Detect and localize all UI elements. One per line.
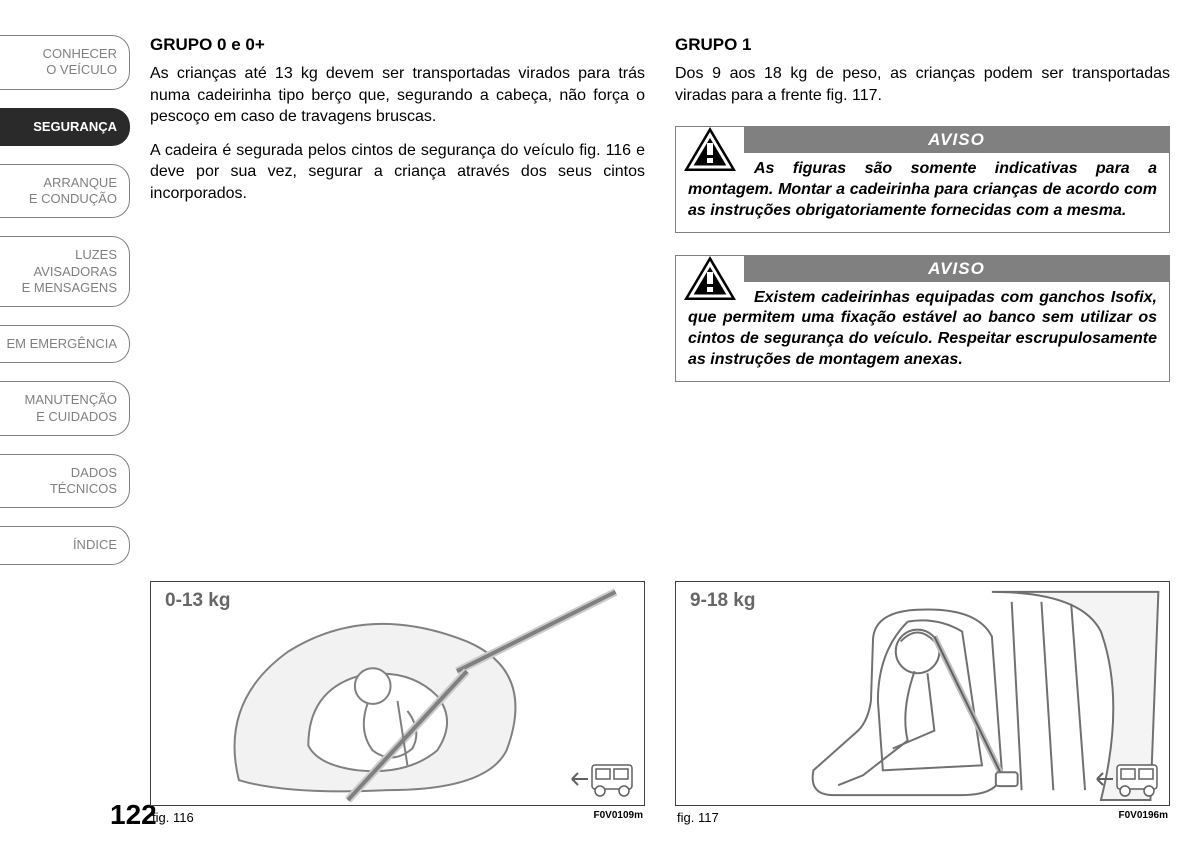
- heading-grupo1: GRUPO 1: [675, 35, 1170, 55]
- figure-caption-row: fig. 116 F0V0109m: [150, 806, 645, 825]
- tab-indice[interactable]: ÍNDICE: [0, 526, 130, 564]
- paragraph: As crianças até 13 kg devem ser transpor…: [150, 63, 645, 128]
- warning-body: As figuras são somente indicativas para …: [676, 153, 1169, 231]
- tab-label: DADOS TÉCNICOS: [50, 465, 117, 496]
- figure-117: 9-18 kg: [675, 581, 1170, 825]
- warning-triangle-icon: [682, 254, 738, 304]
- figure-code: F0V0196m: [1119, 810, 1168, 825]
- warning-text: As figuras são somente indicativas para …: [688, 159, 1157, 221]
- manual-page: CONHECERO VEÍCULO SEGURANÇA ARRANQUEE CO…: [0, 0, 1200, 845]
- column-right: GRUPO 1 Dos 9 aos 18 kg de peso, as cria…: [675, 35, 1170, 825]
- tab-label: MANUTENÇÃOE CUIDADOS: [25, 392, 117, 423]
- tab-emergencia[interactable]: EM EMERGÊNCIA: [0, 325, 130, 363]
- figure-box: 0-13 kg: [150, 581, 645, 806]
- tab-label: EM EMERGÊNCIA: [6, 336, 117, 351]
- warning-box-2: AVISO Existem cadeirinhas equipadas com …: [675, 255, 1170, 382]
- column-left: GRUPO 0 e 0+ As crianças até 13 kg devem…: [150, 35, 645, 825]
- warning-title: AVISO: [744, 256, 1169, 282]
- figure-caption: fig. 117: [677, 810, 719, 825]
- tab-label: CONHECERO VEÍCULO: [43, 46, 117, 77]
- tab-manutencao[interactable]: MANUTENÇÃOE CUIDADOS: [0, 381, 130, 436]
- warning-text: Existem cadeirinhas equipadas com gancho…: [688, 288, 1157, 371]
- tab-conhecer[interactable]: CONHECERO VEÍCULO: [0, 35, 130, 90]
- warning-title: AVISO: [744, 127, 1169, 153]
- car-direction-icon: [1093, 759, 1163, 799]
- warning-body: Existem cadeirinhas equipadas com gancho…: [676, 282, 1169, 381]
- tab-luzes[interactable]: LUZES AVISADORASE MENSAGENS: [0, 236, 130, 307]
- paragraph: A cadeira é segurada pelos cintos de seg…: [150, 140, 645, 205]
- content-area: GRUPO 0 e 0+ As crianças até 13 kg devem…: [130, 0, 1200, 845]
- tab-arranque[interactable]: ARRANQUEE CONDUÇÃO: [0, 164, 130, 219]
- warning-triangle-icon: [682, 125, 738, 175]
- tab-label: SEGURANÇA: [33, 119, 117, 134]
- warning-box-1: AVISO As figuras são somente indicativas…: [675, 126, 1170, 232]
- car-direction-icon: [568, 759, 638, 799]
- figure-caption-row: fig. 117 F0V0196m: [675, 806, 1170, 825]
- figure-caption: fig. 116: [152, 810, 194, 825]
- paragraph: Dos 9 aos 18 kg de peso, as crianças pod…: [675, 63, 1170, 106]
- tab-label: LUZES AVISADORASE MENSAGENS: [22, 247, 117, 295]
- tab-seguranca[interactable]: SEGURANÇA: [0, 108, 130, 146]
- figure-code: F0V0109m: [594, 810, 643, 825]
- heading-grupo0: GRUPO 0 e 0+: [150, 35, 645, 55]
- tab-label: ÍNDICE: [73, 537, 117, 552]
- tab-dados[interactable]: DADOS TÉCNICOS: [0, 454, 130, 509]
- sidebar-nav: CONHECERO VEÍCULO SEGURANÇA ARRANQUEE CO…: [0, 0, 130, 845]
- tab-label: ARRANQUEE CONDUÇÃO: [29, 175, 117, 206]
- figure-116: 0-13 kg: [150, 581, 645, 825]
- figure-box: 9-18 kg: [675, 581, 1170, 806]
